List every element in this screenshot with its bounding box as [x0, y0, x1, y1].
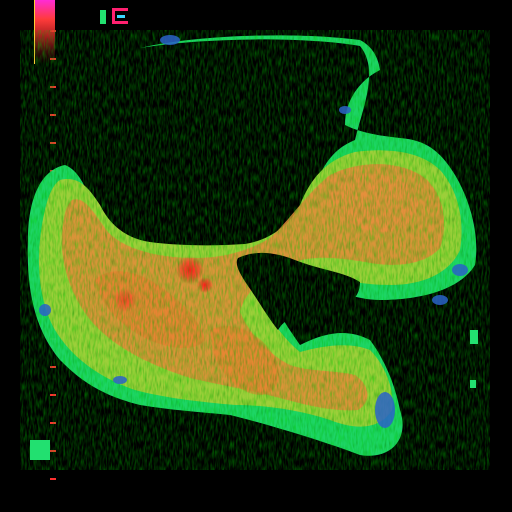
stray-echoes — [30, 10, 478, 460]
speckle-texture — [20, 30, 490, 470]
depth-tick — [50, 478, 56, 480]
mode-indicator-icon — [112, 8, 128, 24]
